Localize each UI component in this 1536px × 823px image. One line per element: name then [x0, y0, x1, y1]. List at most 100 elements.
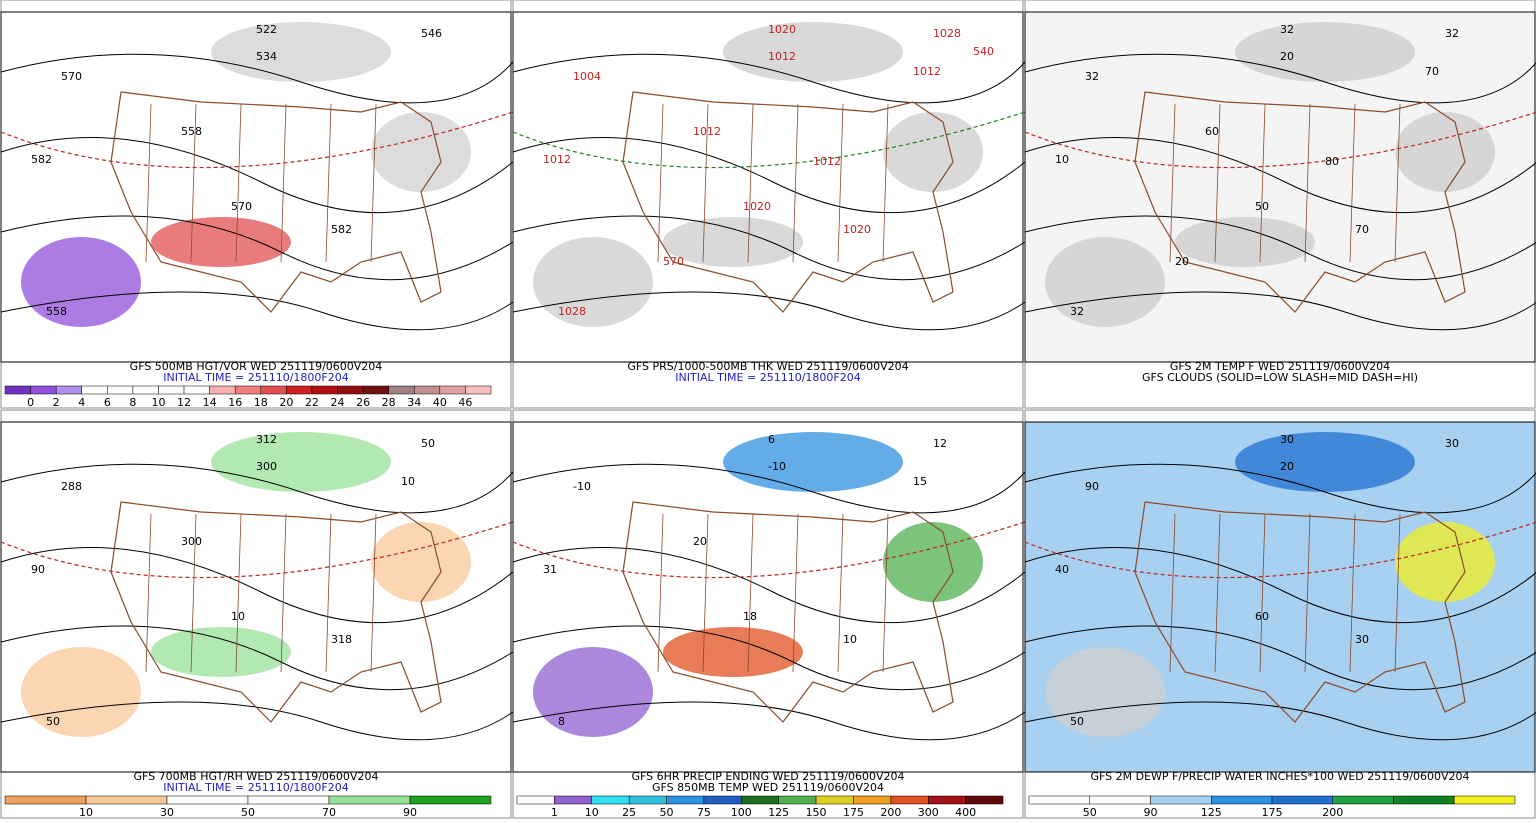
contour-label: 60	[1255, 610, 1269, 623]
state-border	[1304, 103, 1311, 263]
contour-label: 31	[543, 563, 557, 576]
contour-line	[0, 136, 514, 214]
colorbar-swatch	[337, 385, 364, 395]
map-area: 288 300 312 50 90 50 10 318 300 10	[0, 421, 514, 773]
map-caption: GFS 500MB HGT/VOR WED 251119/0600V204	[130, 360, 383, 373]
state-border	[882, 103, 889, 263]
colorbar-swatch	[158, 385, 185, 395]
contour-label: 318	[331, 633, 352, 646]
contour-label: 10	[231, 610, 245, 623]
contour-label: 70	[1425, 65, 1439, 78]
shaded-area	[723, 432, 903, 492]
colorbar-swatch	[286, 385, 313, 395]
map-panel: 288 300 312 50 90 50 10 318 300 10 GFS 700MB HGT/R…	[0, 409, 514, 819]
map-caption: INITIAL TIME = 251110/1800F204	[163, 371, 348, 384]
colorbar-swatch	[311, 385, 338, 395]
contour-label: 10	[401, 475, 415, 488]
contour-line	[0, 291, 514, 331]
map-panel: 1004 1012 1020 1028 1012 1028 1020 1020 1012 1012…	[512, 0, 1026, 409]
state-border	[792, 103, 799, 263]
state-border	[792, 513, 799, 673]
colorbar-label: 1	[551, 806, 558, 819]
map-area: -10 -10 6 12 31 8 18 10 20 15	[512, 421, 1026, 773]
map-area: 570 534 522 546 582 558 570 582 558	[0, 11, 514, 363]
us-outline	[622, 501, 954, 723]
state-border	[1214, 513, 1221, 673]
contour-line	[1024, 291, 1536, 331]
contour-label: 15	[913, 475, 927, 488]
colorbar-swatch	[247, 795, 330, 805]
colorbar-label: 175	[1262, 806, 1283, 819]
contour-label: 30	[1280, 433, 1294, 446]
contour-line	[512, 111, 1026, 169]
map-caption: GFS PRS/1000-500MB THK WED 251119/0600V2…	[627, 360, 908, 373]
contour-label: 1020	[743, 200, 771, 213]
contour-label: 540	[973, 45, 994, 58]
colorbar-label: 46	[458, 396, 472, 409]
colorbar-swatch	[965, 795, 1004, 805]
colorbar-swatch	[853, 795, 892, 805]
colorbar-swatch	[1454, 795, 1516, 805]
colorbar-label: 90	[403, 806, 417, 819]
contour-label: 32	[1085, 70, 1099, 83]
contour-label: 50	[1255, 200, 1269, 213]
contour-line	[0, 701, 514, 741]
state-border	[1259, 513, 1266, 673]
shaded-area	[1175, 627, 1315, 677]
shaded-area	[21, 237, 141, 327]
colorbar-swatch	[703, 795, 742, 805]
map-area: 32 20 32 32 10 32 50 70 60 70 80 20	[1024, 11, 1536, 363]
shaded-area	[883, 522, 983, 602]
contour-label: 1020	[843, 223, 871, 236]
state-border	[280, 103, 287, 263]
contour-label: 20	[693, 535, 707, 548]
contour-label: 30	[1355, 633, 1369, 646]
colorbar-swatch	[328, 795, 411, 805]
map-caption: GFS 850MB TEMP WED 251119/0600V204	[652, 781, 884, 794]
us-outline	[1134, 91, 1466, 313]
contour-label: 80	[1325, 155, 1339, 168]
state-border	[747, 513, 754, 673]
contour-label: 1004	[573, 70, 601, 83]
colorbar-swatch	[30, 385, 57, 395]
map-caption: INITIAL TIME = 251110/1800F204	[163, 781, 348, 794]
contour-line	[1024, 136, 1536, 214]
colorbar-swatch	[107, 385, 134, 395]
colorbar-label: 6	[104, 396, 111, 409]
colorbar-label: 70	[322, 806, 336, 819]
colorbar-label: 125	[1201, 806, 1222, 819]
contour-label: 60	[1205, 125, 1219, 138]
contour-line	[1024, 111, 1536, 169]
contour-line	[512, 291, 1026, 331]
contour-label: 582	[31, 153, 52, 166]
colorbar-label: 100	[731, 806, 752, 819]
state-border	[657, 103, 664, 263]
contour-label: 32	[1445, 27, 1459, 40]
contour-label: 570	[663, 255, 684, 268]
colorbar-swatch	[1150, 795, 1212, 805]
map-area: 90 20 30 30 40 50 60 30	[1024, 421, 1536, 773]
shaded-area	[1395, 522, 1495, 602]
us-outline	[1134, 501, 1466, 723]
contour-line	[0, 53, 514, 104]
state-border	[145, 513, 152, 673]
shaded-area	[1045, 237, 1165, 327]
state-border	[325, 103, 332, 263]
colorbar-label: 10	[151, 396, 165, 409]
contour-label: 10	[1055, 153, 1069, 166]
contour-label: 32	[1280, 23, 1294, 36]
contour-line	[1024, 463, 1536, 514]
colorbar-label: 4	[78, 396, 85, 409]
contour-line	[0, 521, 514, 579]
colorbar-swatch	[815, 795, 854, 805]
contour-line	[512, 546, 1026, 624]
colorbar-swatch	[260, 385, 287, 395]
colorbar-swatch	[1089, 795, 1151, 805]
state-border	[190, 103, 197, 263]
contour-label: 312	[256, 433, 277, 446]
colorbar-swatch	[414, 385, 441, 395]
colorbar-label: 50	[1083, 806, 1097, 819]
shaded-area	[211, 22, 391, 82]
map-panel: 32 20 32 32 10 32 50 70 60 70 80 20 GFS 2M TEMP F WE…	[1024, 0, 1536, 409]
colorbar-label: 300	[918, 806, 939, 819]
